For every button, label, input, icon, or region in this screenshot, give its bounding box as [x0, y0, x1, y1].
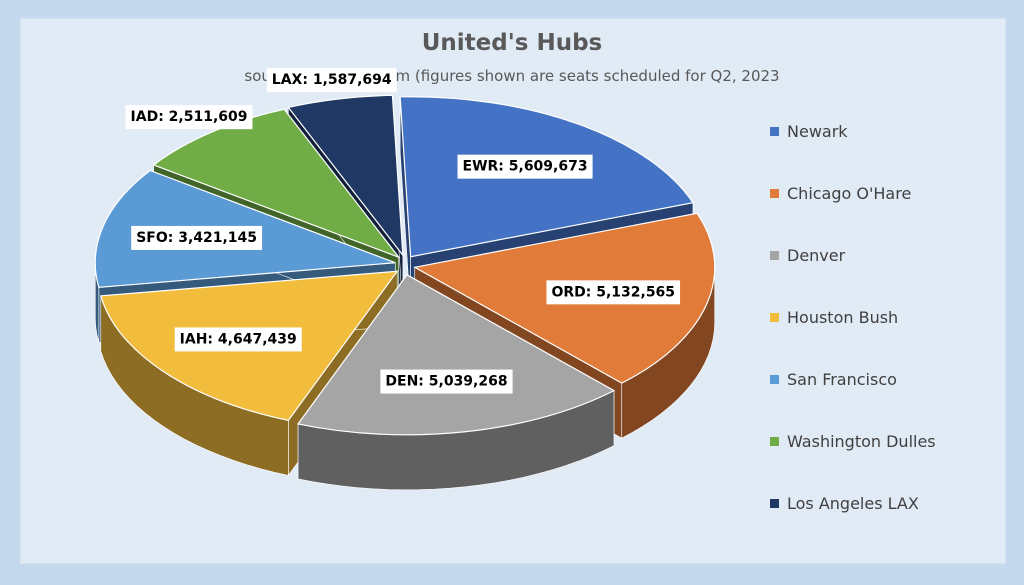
legend-item-sfo: San Francisco — [770, 366, 897, 392]
legend-swatch — [770, 498, 779, 508]
data-label-den: DEN: 5,039,268 — [380, 369, 513, 394]
legend-swatch — [770, 250, 779, 260]
legend-swatch — [770, 188, 779, 198]
legend-label: San Francisco — [787, 369, 897, 389]
legend-label: Washington Dulles — [787, 431, 936, 451]
data-label-text: DEN: 5,039,268 — [385, 374, 507, 390]
legend-item-iad: Washington Dulles — [770, 428, 936, 454]
legend-item-ord: Chicago O'Hare — [770, 180, 911, 206]
data-label-text: IAH: 4,647,439 — [180, 331, 297, 347]
data-label-ewr: EWR: 5,609,673 — [457, 154, 593, 179]
legend-label: Chicago O'Hare — [787, 183, 912, 203]
legend-swatch — [770, 436, 779, 446]
data-label-text: SFO: 3,421,145 — [136, 230, 257, 246]
data-label-text: IAD: 2,511,609 — [131, 109, 248, 125]
data-label-iad: IAD: 2,511,609 — [125, 105, 253, 130]
legend-swatch — [770, 126, 779, 136]
legend-item-lax: Los Angeles LAX — [770, 490, 919, 516]
legend-item-iah: Houston Bush — [770, 304, 898, 330]
legend-item-den: Denver — [770, 242, 845, 268]
legend-label: Los Angeles LAX — [787, 493, 919, 513]
data-label-text: EWR: 5,609,673 — [463, 159, 588, 175]
legend-label: Denver — [787, 245, 846, 265]
data-label-ord: ORD: 5,132,565 — [546, 280, 681, 305]
legend-swatch — [770, 312, 779, 322]
legend-swatch — [770, 374, 779, 384]
legend-label: Newark — [787, 121, 848, 141]
data-label-iah: IAH: 4,647,439 — [174, 327, 302, 352]
legend-item-ewr: Newark — [770, 118, 848, 144]
data-label-sfo: SFO: 3,421,145 — [131, 225, 263, 250]
data-label-text: ORD: 5,132,565 — [551, 284, 675, 300]
chart-title: United's Hubs — [421, 30, 603, 56]
legend-label: Houston Bush — [787, 307, 899, 327]
data-label-text: LAX: 1,587,694 — [272, 72, 392, 88]
pie-slice-den — [297, 273, 616, 491]
data-label-lax: LAX: 1,587,694 — [266, 68, 397, 93]
